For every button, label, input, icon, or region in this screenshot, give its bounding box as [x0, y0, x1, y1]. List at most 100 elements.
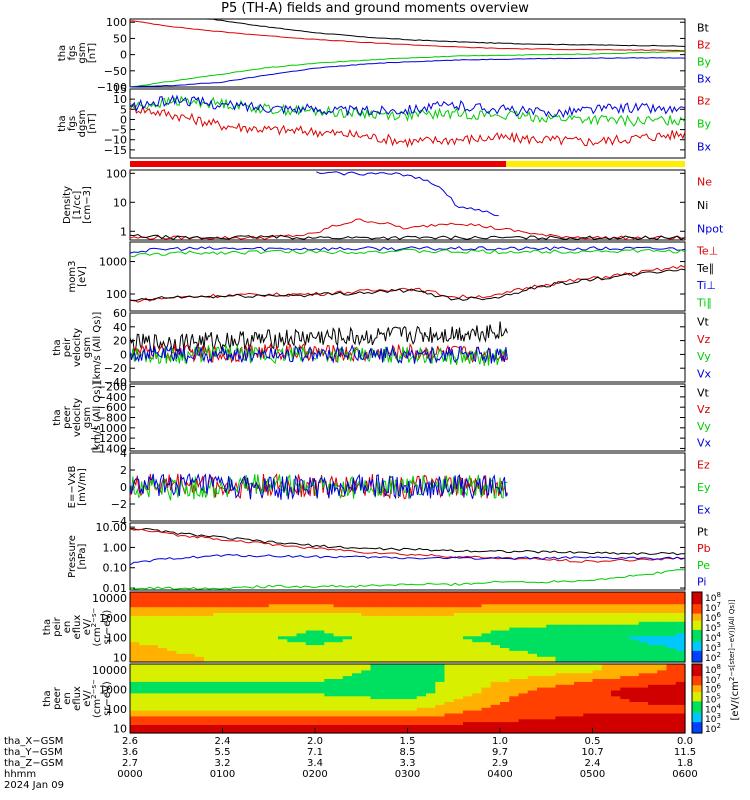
heatmap-cell-peir_en_eflux [176, 603, 187, 608]
heatmap-cell-peer_en_eflux [546, 689, 557, 694]
heatmap-cell-peer_en_eflux [278, 712, 288, 717]
heatmap-cell-peir_en_eflux [629, 638, 640, 643]
heatmap-cell-peer_en_eflux [148, 675, 159, 679]
heatmap-cell-peir_en_eflux [675, 659, 686, 663]
heatmap-cell-peer_en_eflux [176, 678, 187, 682]
heatmap-cell-peer_en_eflux [648, 698, 658, 702]
heatmap-cell-peir_en_eflux [546, 647, 557, 651]
heatmap-cell-peir_en_eflux [629, 603, 640, 608]
heatmap-cell-peer_en_eflux [370, 672, 381, 677]
heatmap-cell-peer_en_eflux [444, 698, 455, 702]
heatmap-cell-peer_en_eflux [611, 718, 621, 723]
heatmap-cell-peer_en_eflux [194, 727, 205, 731]
colorbar-cell [692, 677, 702, 681]
heatmap-cell-peer_en_eflux [389, 721, 399, 725]
colorbar-cell [692, 629, 702, 633]
heatmap-cell-peer_en_eflux [666, 724, 677, 728]
heatmap-cell-peir_en_eflux [167, 597, 177, 602]
heatmap-cell-peir_en_eflux [204, 653, 214, 657]
colorbar-cell [692, 631, 702, 635]
heatmap-cell-peer_en_eflux [370, 692, 381, 697]
heatmap-cell-peer_en_eflux [305, 678, 316, 682]
heatmap-cell-peir_en_eflux [509, 650, 520, 654]
heatmap-cell-peer_en_eflux [546, 692, 557, 697]
heatmap-cell-peir_en_eflux [259, 597, 270, 602]
heatmap-cell-peir_en_eflux [370, 644, 381, 648]
y-tick-label: −600 [97, 401, 127, 414]
heatmap-cell-peir_en_eflux [537, 638, 547, 643]
heatmap-cell-peir_en_eflux [268, 603, 279, 608]
heatmap-cell-peir_en_eflux [222, 621, 233, 625]
heatmap-cell-peir_en_eflux [666, 659, 677, 663]
heatmap-cell-peer_en_eflux [333, 678, 344, 682]
heatmap-cell-peir_en_eflux [675, 644, 686, 648]
heatmap-cell-peer_en_eflux [278, 715, 288, 720]
heatmap-cell-peir_en_eflux [583, 615, 594, 619]
heatmap-cell-peer_en_eflux [518, 704, 529, 708]
heatmap-cell-peer_en_eflux [629, 718, 640, 723]
heatmap-cell-peer_en_eflux [666, 675, 677, 679]
heatmap-cell-peer_en_eflux [194, 678, 205, 682]
heatmap-cell-peir_en_eflux [379, 609, 390, 613]
heatmap-cell-peer_en_eflux [416, 664, 427, 668]
heatmap-cell-peir_en_eflux [370, 624, 381, 628]
heatmap-cell-peer_en_eflux [324, 664, 335, 668]
heatmap-cell-peir_en_eflux [157, 635, 168, 640]
heatmap-cell-peir_en_eflux [231, 647, 242, 651]
heatmap-cell-peir_en_eflux [222, 594, 233, 599]
heatmap-cell-peir_en_eflux [324, 603, 335, 608]
heatmap-cell-peer_en_eflux [130, 701, 140, 705]
x-axis-value: 0100 [210, 769, 235, 780]
heatmap-cell-peir_en_eflux [527, 638, 538, 643]
heatmap-cell-peir_en_eflux [259, 644, 270, 648]
heatmap-cell-peir_en_eflux [222, 627, 233, 631]
heatmap-cell-peer_en_eflux [463, 707, 473, 711]
heatmap-cell-peer_en_eflux [546, 664, 557, 668]
heatmap-cell-peir_en_eflux [176, 632, 187, 637]
heatmap-cell-peir_en_eflux [407, 638, 418, 643]
heatmap-cell-peer_en_eflux [250, 669, 261, 674]
heatmap-cell-peer_en_eflux [389, 698, 399, 702]
heatmap-cell-peer_en_eflux [398, 707, 409, 711]
heatmap-cell-peer_en_eflux [435, 715, 446, 720]
heatmap-cell-peer_en_eflux [675, 687, 686, 691]
heatmap-cell-peer_en_eflux [518, 664, 529, 668]
heatmap-cell-peir_en_eflux [500, 615, 510, 619]
heatmap-cell-peer_en_eflux [370, 687, 381, 691]
heatmap-cell-peir_en_eflux [453, 644, 464, 648]
heatmap-cell-peir_en_eflux [629, 600, 640, 605]
heatmap-cell-peer_en_eflux [278, 710, 288, 714]
heatmap-cell-peer_en_eflux [379, 715, 390, 720]
heatmap-cell-peir_en_eflux [139, 653, 150, 657]
heatmap-cell-peir_en_eflux [250, 650, 261, 654]
heatmap-cell-peir_en_eflux [370, 609, 381, 613]
series-fgs_gsm-bx [130, 57, 686, 88]
heatmap-cell-peir_en_eflux [222, 603, 233, 608]
heatmap-cell-peer_en_eflux [333, 727, 344, 731]
heatmap-cell-peir_en_eflux [231, 621, 242, 625]
heatmap-cell-peir_en_eflux [185, 641, 196, 646]
heatmap-cell-peer_en_eflux [564, 730, 575, 734]
heatmap-cell-peir_en_eflux [250, 618, 261, 622]
heatmap-cell-peer_en_eflux [509, 695, 520, 700]
heatmap-cell-peer_en_eflux [241, 710, 251, 714]
heatmap-cell-peir_en_eflux [657, 650, 668, 654]
heatmap-cell-peer_en_eflux [324, 724, 335, 728]
heatmap-cell-peer_en_eflux [426, 664, 436, 668]
heatmap-cell-peer_en_eflux [324, 681, 335, 685]
heatmap-cell-peir_en_eflux [546, 653, 557, 657]
heatmap-cell-peer_en_eflux [139, 730, 150, 734]
heatmap-cell-peir_en_eflux [472, 635, 483, 640]
heatmap-cell-peer_en_eflux [500, 684, 510, 688]
heatmap-cell-peer_en_eflux [546, 666, 557, 671]
heatmap-cell-peer_en_eflux [611, 681, 621, 685]
heatmap-cell-peer_en_eflux [259, 669, 270, 674]
heatmap-cell-peir_en_eflux [148, 612, 159, 616]
y-axis-label: peir [52, 616, 63, 636]
heatmap-cell-peer_en_eflux [333, 701, 344, 705]
heatmap-cell-peir_en_eflux [453, 647, 464, 651]
heatmap-cell-peer_en_eflux [342, 730, 353, 734]
heatmap-cell-peer_en_eflux [185, 724, 196, 728]
heatmap-cell-peer_en_eflux [398, 712, 409, 717]
heatmap-cell-peir_en_eflux [315, 653, 325, 657]
